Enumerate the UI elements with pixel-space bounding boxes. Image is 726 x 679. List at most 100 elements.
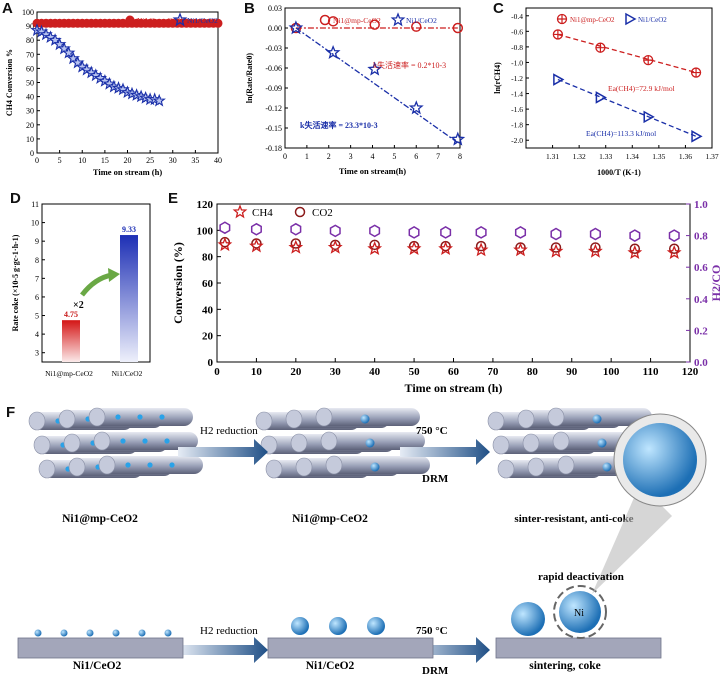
y-tick-label: 0.00 (268, 24, 282, 33)
x-tick-label: 35 (191, 156, 199, 165)
x-tick-label: 1.35 (652, 152, 665, 161)
mesoporous-framework-2 (255, 407, 430, 479)
coke-shell (553, 585, 607, 639)
cylinder-end (38, 459, 56, 479)
point-ni1-mp (643, 54, 654, 66)
y-tick-label: -0.09 (265, 84, 282, 93)
legend-marker-ni1-ceo2 (625, 12, 637, 26)
point-ni1-mp (369, 19, 380, 30)
point-co2 (550, 242, 562, 253)
y-tick-label: -0.15 (265, 124, 282, 133)
y-tick-label: 9 (35, 237, 39, 246)
x-tick-label: 0 (283, 152, 287, 161)
y2-axis-label: H2/CO (709, 265, 723, 302)
cylinder (98, 432, 198, 450)
x-tick-label: 110 (643, 366, 659, 378)
point-h2co (589, 227, 601, 241)
y-tick-label: 50 (26, 79, 34, 88)
point-ch4 (367, 241, 383, 256)
point-ni1-ceo2 (691, 130, 703, 143)
cylinder-end (527, 457, 545, 477)
arrow-drm-top (400, 439, 490, 465)
y-tick-label: -0.8 (511, 43, 523, 52)
mesoporous-framework-1 (28, 407, 203, 479)
x-tick-label: 20 (290, 366, 302, 378)
x-tick-label: 0 (214, 366, 220, 378)
chart-d: 3 4 5 6 7 8 9 10 11 Rate coke (×10-5 g·gc-1·h-1) 4… (11, 200, 151, 378)
legend-label-ni1-mp: Ni1@mp-CeO2 (137, 16, 185, 25)
panel-letter-d: D (10, 190, 21, 207)
label-arrow2-top: 750 °C (416, 425, 448, 437)
y-tick-label: 80 (26, 36, 34, 45)
y-tick-label: 5 (35, 312, 39, 321)
y-tick-label: 100 (22, 8, 34, 17)
cylinder-end (93, 431, 111, 451)
ceo2-substrate-2 (267, 637, 434, 659)
y-tick-label: -0.03 (265, 44, 282, 53)
single-atom (112, 629, 120, 637)
point-ni1-ceo2 (367, 61, 383, 76)
x-tick-label: 10 (78, 156, 86, 165)
y-axis-label: ln(Rate/Rate0) (245, 53, 254, 104)
single-atom (159, 414, 165, 420)
point-ni1-mp (411, 21, 422, 32)
x-axis-label: Time on stream (h) (93, 167, 163, 177)
x-tick-label: 8 (458, 152, 462, 161)
point-h2co (550, 227, 562, 241)
y-tick-label: -0.18 (265, 144, 282, 153)
point-ni1-mp-cross (691, 68, 701, 78)
y2-tick-label: 0.2 (694, 325, 708, 337)
point-co2 (475, 240, 487, 252)
annotation-ea-ni1-mp: Ea(CH4)=72.9 kJ/mol (608, 84, 675, 93)
label-arrow2-bot-bottom: DRM (422, 665, 449, 677)
point-ni1-mp (690, 67, 702, 78)
cylinder (325, 432, 425, 450)
label-top-2: Ni1@mp-CeO2 (292, 513, 368, 525)
y2-tick-label: 1.0 (694, 199, 708, 211)
schematic-f: H2 reduction 750 °C DRM H2 reduction 750 °C D… (17, 407, 707, 677)
arrow-drm-bottom (400, 637, 490, 663)
ni-cluster (602, 462, 612, 472)
cylinder-end (63, 433, 81, 453)
fit-line-ni1-ceo2 (295, 27, 459, 144)
point-ch4 (217, 236, 233, 252)
point-ch4 (473, 242, 489, 257)
x-tick-label: 30 (330, 366, 342, 378)
cylinder-end (487, 411, 505, 431)
point-ni1-mp-cross (553, 29, 563, 39)
y-tick-label: 100 (197, 225, 214, 237)
y-tick-label: 60 (202, 278, 214, 290)
y-tick-label: 80 (202, 252, 214, 264)
y-tick-label: 8 (35, 256, 39, 265)
x-tick-label: 90 (566, 366, 578, 378)
legend-label-ni1-ceo2: Ni1/CeO2 (638, 16, 667, 24)
single-atom (142, 438, 148, 444)
fit-line-ni1-mp (557, 33, 697, 74)
x-axis-label: 1000/T (K-1) (597, 168, 641, 177)
point-co2 (590, 242, 601, 253)
cylinder-end (557, 455, 575, 475)
x-tick-label: 1.36 (679, 152, 692, 161)
x-tick-label: 40 (214, 156, 222, 165)
x-tick-label: 5 (58, 156, 62, 165)
panel-letter-c: C (493, 0, 504, 17)
cylinder (330, 456, 430, 474)
legend-label-ni1-mp: Ni1@mp-CeO2 (333, 16, 381, 25)
y-tick-label: -0.06 (265, 64, 282, 73)
single-atom (164, 629, 172, 637)
y-tick-label: 0 (30, 149, 34, 158)
point-h2co (629, 229, 641, 242)
legend-label-ch4: CH4 (252, 207, 273, 219)
point-ni1-ceo2 (450, 131, 466, 146)
x-tick-label: 20 (124, 156, 132, 165)
cylinder-end (88, 407, 106, 427)
point-h2co (514, 226, 527, 239)
chart-e: 0 10 20 30 40 50 60 70 80 90 100 110 120 0 20 40 60 80 100… (171, 199, 723, 395)
y-tick-label: 70 (26, 50, 34, 59)
point-h2co (440, 226, 452, 239)
legend-marker-ni1-ceo2 (172, 12, 188, 27)
legend-label-co2: CO2 (312, 207, 333, 219)
label-top-1: Ni1@mp-CeO2 (62, 513, 138, 525)
bar-0 (62, 320, 80, 362)
ceo2-substrate-1 (17, 637, 184, 659)
